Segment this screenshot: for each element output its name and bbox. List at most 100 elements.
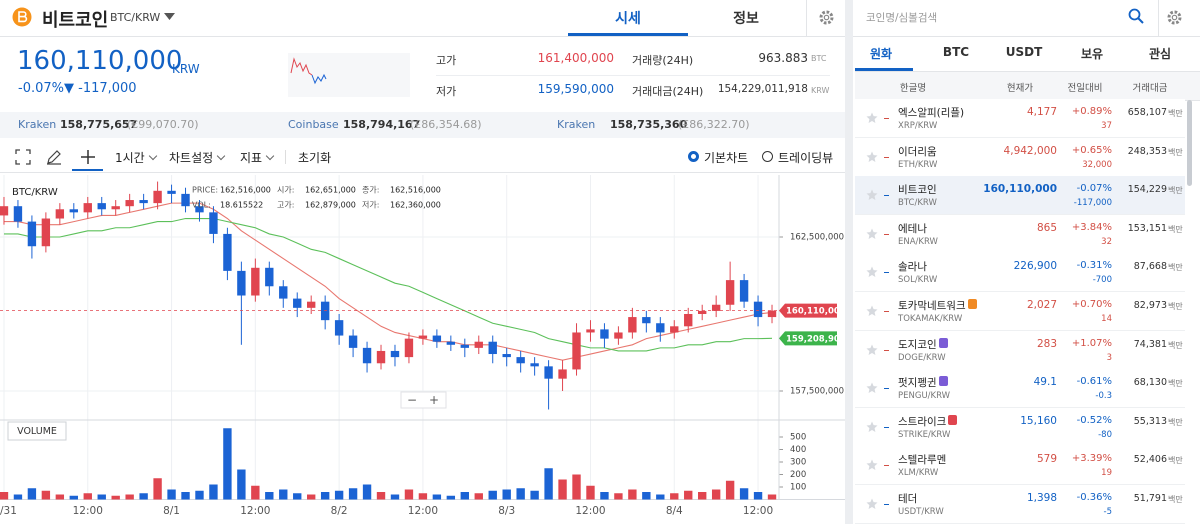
- reset-button[interactable]: 초기화: [298, 151, 332, 165]
- moving-average: [3, 217, 773, 352]
- search-input[interactable]: 코인명/심볼검색: [866, 12, 938, 24]
- search-icon[interactable]: [1128, 8, 1144, 24]
- candle-body: [390, 350, 400, 358]
- favorite-star[interactable]: [866, 498, 878, 510]
- divider: [0, 172, 845, 173]
- scrollbar[interactable]: [1187, 100, 1192, 186]
- mode-option[interactable]: 기본차트: [704, 151, 749, 165]
- market-row[interactable]: 스텔라루멘 XLM/KRW 579 +3.39% 19 52,406 백만: [855, 446, 1185, 486]
- market-row[interactable]: 스트라이크 STRIKE/KRW 15,160 -0.52% -80 55,313 백만: [855, 407, 1185, 447]
- candle-body: [698, 310, 707, 314]
- change-rate: -0.07%: [1076, 183, 1112, 195]
- mini-chart: [288, 53, 410, 97]
- candle-body: [223, 233, 232, 271]
- tab-active[interactable]: 시세: [615, 11, 641, 27]
- favorite-star[interactable]: [866, 382, 878, 394]
- radio[interactable]: [762, 151, 773, 162]
- mode-option[interactable]: 트레이딩뷰: [778, 151, 834, 165]
- candle-body: [167, 190, 176, 194]
- candle-body: [348, 335, 358, 348]
- interval-select[interactable]: 1시간: [115, 149, 157, 166]
- settings-icon[interactable]: [818, 9, 835, 26]
- market-row[interactable]: 에테나 ENA/KRW 865 +3.84% 32 153,151 백만: [855, 214, 1185, 254]
- coin-name: 도지코인: [898, 338, 937, 351]
- favorite-star[interactable]: [866, 228, 878, 240]
- volume-bar: [404, 489, 414, 500]
- stat-value: 161,400,000: [537, 51, 614, 65]
- candle-body: [41, 218, 51, 247]
- settings-select[interactable]: 차트설정: [169, 149, 226, 166]
- favorite-star[interactable]: [866, 266, 878, 278]
- price-tag: [779, 303, 837, 318]
- info-value: 162,879,000: [305, 201, 356, 210]
- market-row[interactable]: 펏지펭귄 PENGU/KRW 49.1 -0.61% -0.3 68,130 백만: [855, 369, 1185, 409]
- badge: [968, 299, 977, 309]
- candle-body: [572, 332, 581, 370]
- toolbar-icons[interactable]: [14, 148, 110, 166]
- trend-marker: [884, 426, 889, 428]
- change-amount: 3: [1106, 352, 1112, 363]
- info-value: 162,516,000: [220, 186, 271, 195]
- info-value: 162,516,000: [390, 186, 441, 195]
- favorite-star[interactable]: [866, 112, 878, 124]
- dropdown-icon[interactable]: [164, 13, 176, 21]
- volume-bar: [307, 494, 316, 500]
- coin-symbol: ENA/KRW: [898, 236, 938, 247]
- stat-label: 저가: [436, 85, 457, 98]
- x-tick-label: 12:00: [743, 505, 773, 517]
- favorite-star[interactable]: [866, 459, 878, 471]
- volume-unit: 백만: [1168, 456, 1183, 466]
- candle-body: [307, 301, 316, 308]
- x-tick-label: 12:00: [240, 505, 270, 517]
- x-tick-label: 12:00: [73, 505, 103, 517]
- market-row[interactable]: 비트코인 BTC/KRW 160,110,000 -0.07% -117,000 154,…: [855, 176, 1185, 216]
- candle-body: [279, 286, 288, 299]
- market-tab[interactable]: 관심: [1148, 47, 1172, 61]
- favorite-star[interactable]: [866, 151, 878, 163]
- candle-body: [97, 203, 106, 210]
- favorite-star[interactable]: [866, 305, 878, 317]
- favorite-star[interactable]: [866, 421, 878, 433]
- trade-volume: 68,130: [1133, 377, 1167, 389]
- coin-name: 이더리움: [898, 145, 937, 158]
- radio-checked[interactable]: [688, 151, 699, 162]
- zoom-button[interactable]: +: [429, 393, 439, 407]
- market-tab[interactable]: 원화: [869, 47, 893, 61]
- price-tag-label: 160,110,000: [786, 307, 845, 317]
- market-row[interactable]: 엑스알피(리플) XRP/KRW 4,177 +0.89% 37 658,107 백만: [855, 99, 1185, 138]
- candle-body: [670, 326, 679, 333]
- tab[interactable]: 정보: [733, 11, 759, 27]
- moving-average: [3, 202, 773, 361]
- volume-bar: [432, 494, 442, 500]
- volume-bar: [320, 492, 330, 500]
- volume-bar: [195, 490, 204, 500]
- market-row[interactable]: 솔라나 SOL/KRW 226,900 -0.31% -700 87,668 백만: [855, 253, 1185, 293]
- indicator-select[interactable]: 지표: [240, 149, 275, 166]
- market-tab[interactable]: BTC: [942, 45, 970, 59]
- candle-body: [642, 317, 651, 324]
- market-tab[interactable]: USDT: [1005, 45, 1043, 59]
- exchange-price: 158,794,167: [343, 118, 421, 131]
- zoom-button[interactable]: −: [407, 393, 417, 407]
- candle-body: [432, 335, 442, 342]
- candle-body: [446, 341, 456, 345]
- volume-label: VOLUME: [17, 426, 57, 437]
- market-row[interactable]: 토카막네트워크 TOKAMAK/KRW 2,027 +0.70% 14 82,973 백만: [855, 292, 1185, 331]
- volume-bar: [13, 494, 23, 500]
- trade-volume: 248,353: [1127, 145, 1167, 157]
- favorite-star[interactable]: [866, 189, 878, 201]
- market-row[interactable]: 테더 USDT/KRW 1,398 -0.36% -5 51,791 백만: [855, 485, 1185, 524]
- divider: [853, 36, 1200, 37]
- change-amount: 37: [1101, 121, 1112, 131]
- volume-bar: [0, 492, 9, 500]
- favorite-star[interactable]: [866, 344, 878, 356]
- settings-icon[interactable]: [1166, 9, 1183, 26]
- market-row[interactable]: 도지코인 DOGE/KRW 283 +1.07% 3 74,381 백만: [855, 330, 1185, 370]
- volume-unit: 백만: [1168, 147, 1183, 157]
- info-value: 162,360,000: [390, 201, 441, 210]
- market-row[interactable]: 이더리움 ETH/KRW 4,942,000 +0.65% 32,000 248,353 백…: [855, 137, 1185, 177]
- change-rate: +3.39%: [1071, 453, 1112, 465]
- trade-volume: 658,107: [1127, 107, 1167, 118]
- market-tab[interactable]: 보유: [1080, 47, 1104, 61]
- change-amount: -117,000: [1073, 198, 1112, 209]
